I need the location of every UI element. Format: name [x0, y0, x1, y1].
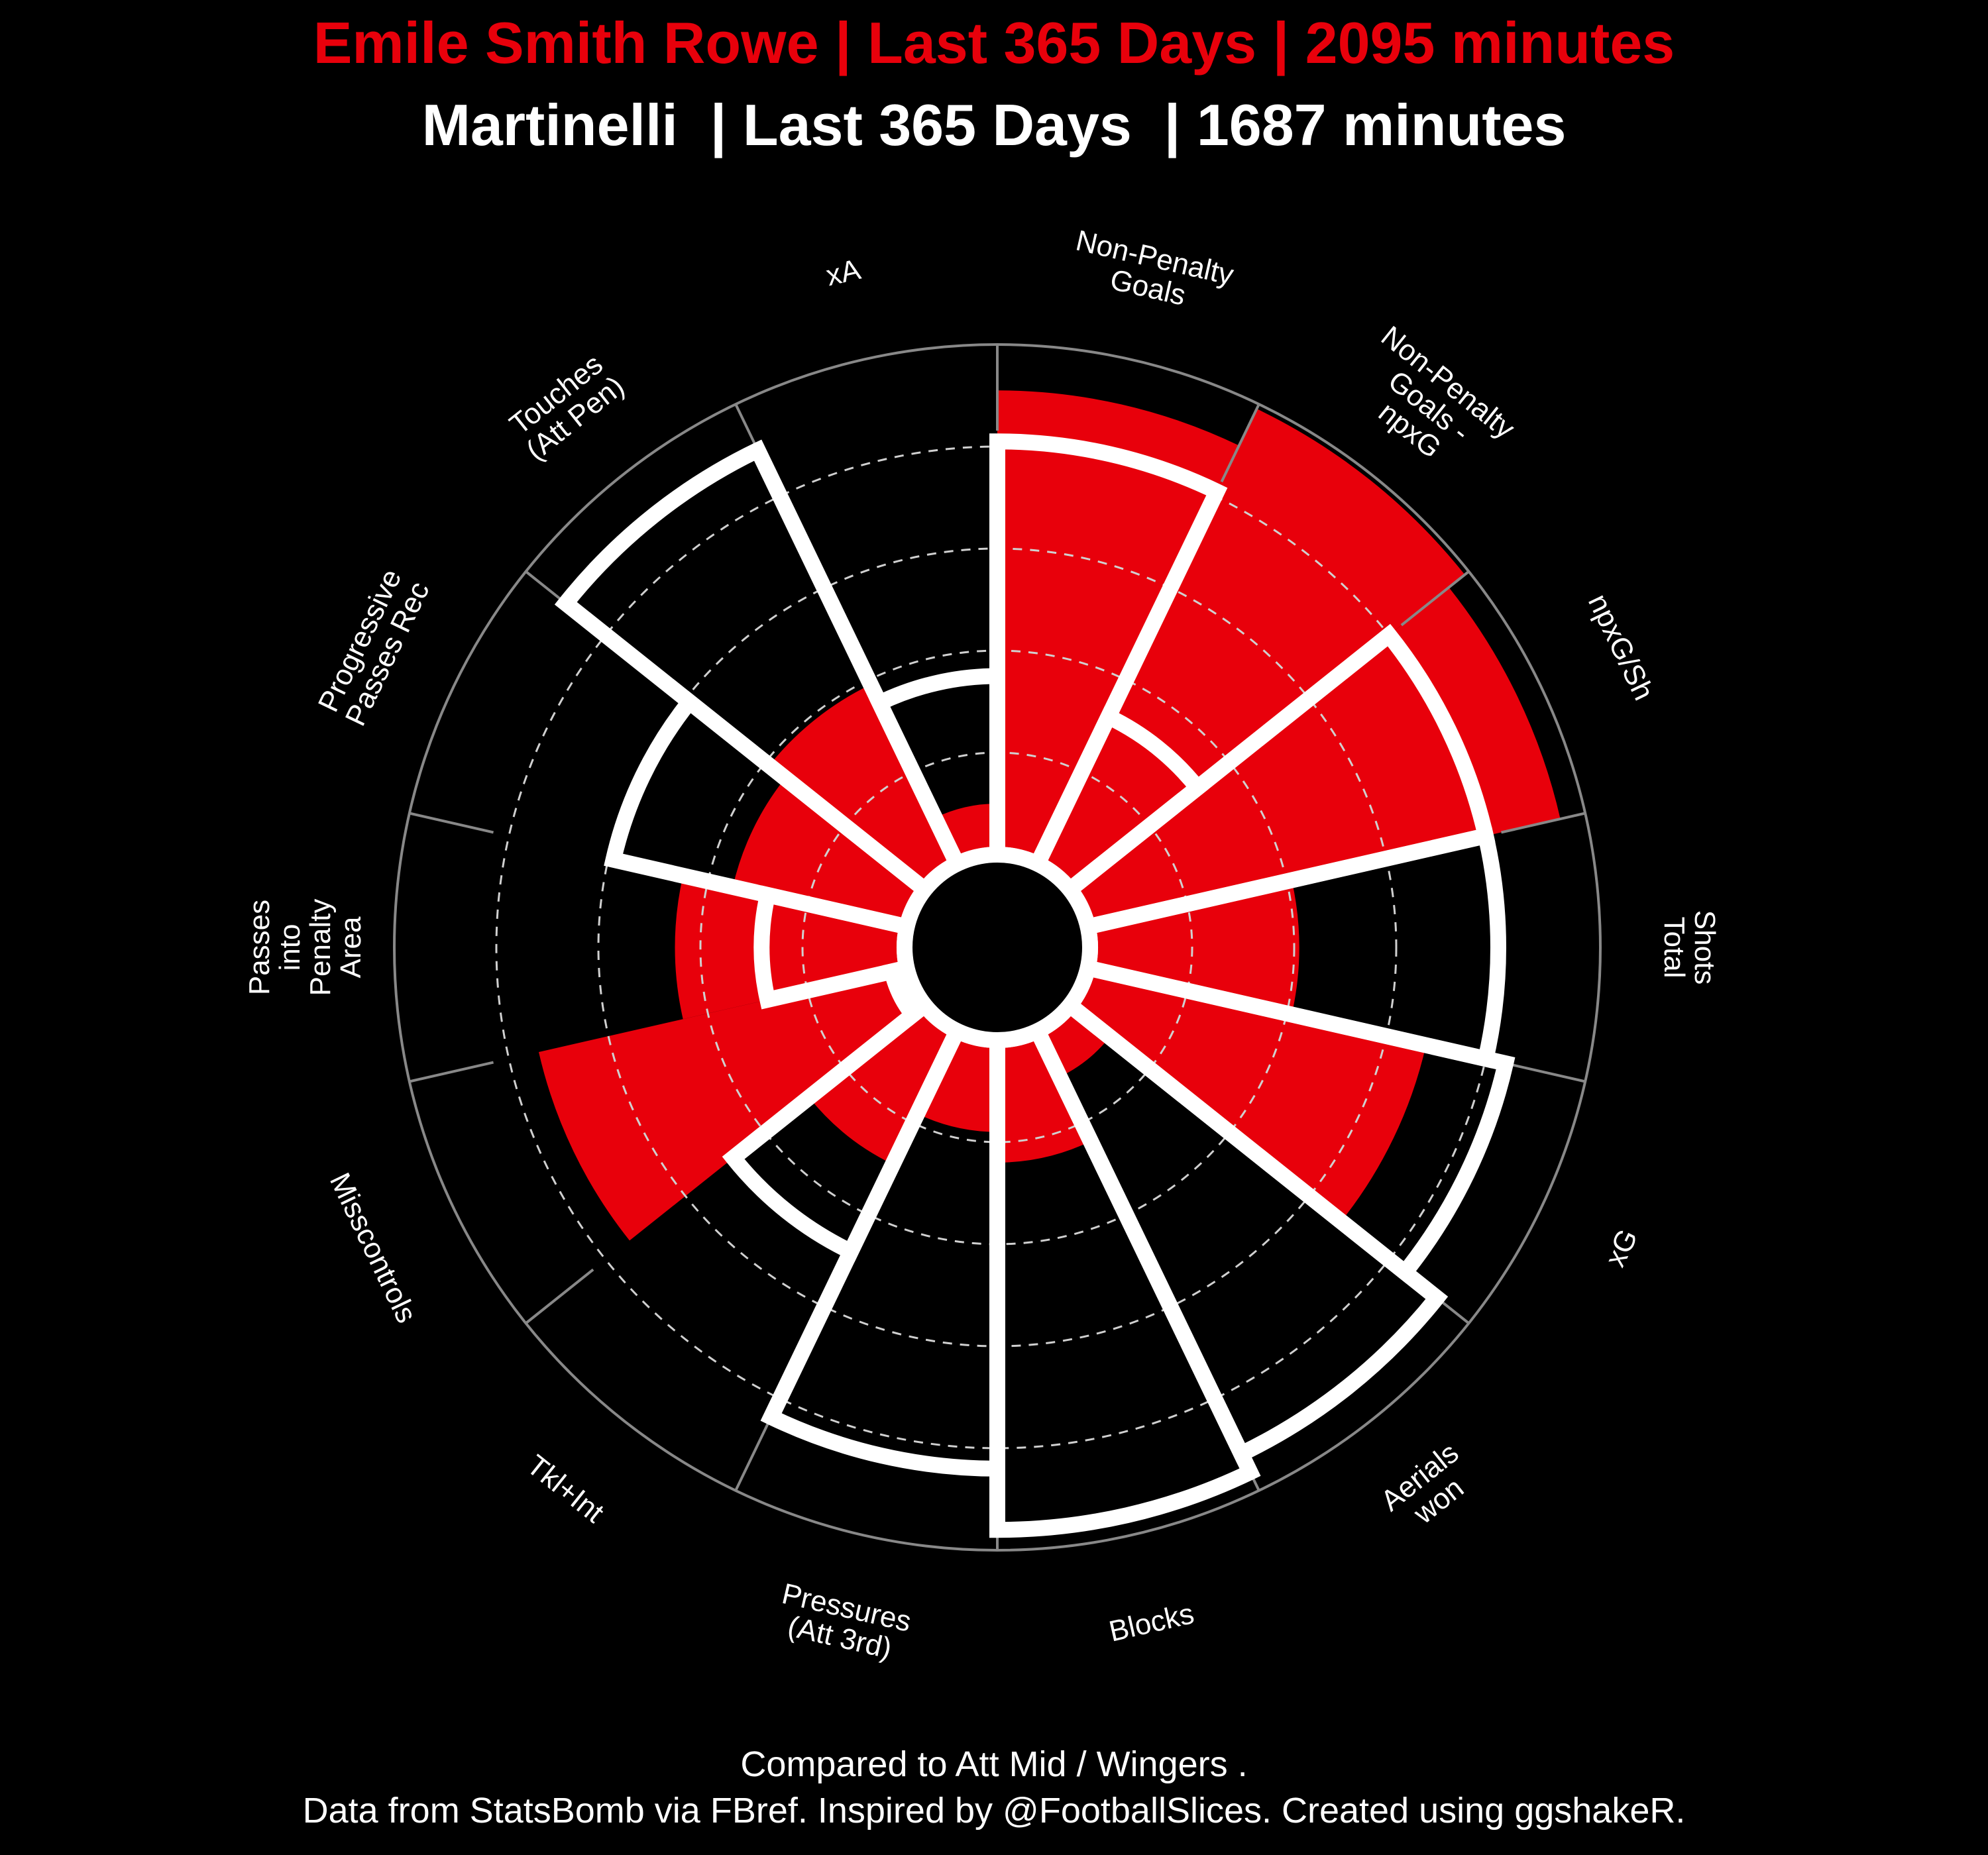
primary-bar-2: [1037, 409, 1465, 890]
grid-spoke-5: [1500, 1061, 1586, 1083]
category-label-9: Tkl+Int: [521, 1449, 610, 1529]
grid-spoke-4: [1500, 812, 1586, 834]
category-label-6: Aerialswon: [1375, 1436, 1484, 1541]
grid-spoke-11: [409, 1061, 494, 1083]
primary-bar-7: [997, 1031, 1091, 1163]
grid-spoke-2: [1220, 403, 1260, 483]
title-primary-player: Emile Smith Rowe | Last 365 Days | 2095 …: [313, 10, 1675, 76]
category-label-line: Misscontrols: [323, 1168, 423, 1328]
primary-series-bars: [538, 390, 1561, 1241]
primary-bar-10: [538, 968, 925, 1241]
primary-bar-9: [808, 1005, 958, 1165]
category-label-4: ShotsTotal: [1658, 910, 1721, 985]
category-label-7: Blocks: [1106, 1597, 1197, 1648]
category-label-line: Shots: [1688, 910, 1721, 985]
category-label-3: npxG/Sh: [1582, 589, 1660, 706]
caption-line-comparison: Compared to Att Mid / Wingers .: [740, 1744, 1248, 1784]
caption-line-credits: Data from StatsBomb via FBref. Inspired …: [302, 1791, 1686, 1830]
category-label-line: npxG/Sh: [1582, 589, 1660, 706]
category-label-8: Pressures(Att 3rd): [772, 1577, 914, 1668]
primary-bar-4: [1087, 880, 1299, 1015]
grid-spoke-12: [409, 812, 494, 834]
primary-bar-13: [769, 684, 958, 890]
category-label-13: Touches(Att Pen): [501, 346, 630, 467]
category-label-line: Area: [335, 916, 367, 978]
primary-bar-1: [997, 390, 1239, 864]
category-label-line: Penalty: [304, 899, 337, 996]
category-label-line: into: [274, 924, 306, 971]
category-label-5: xG: [1599, 1224, 1645, 1272]
grid-spoke-10: [525, 1268, 594, 1324]
caption: Compared to Att Mid / Wingers . Data fro…: [0, 1741, 1988, 1834]
category-label-line: xA: [823, 253, 864, 292]
category-label-14: xA: [823, 253, 864, 292]
category-label-1: Non-PenaltyGoals: [1066, 224, 1237, 321]
title-secondary-player: Martinelli | Last 365 Days | 1687 minute…: [421, 92, 1567, 158]
primary-bar-12: [732, 778, 925, 927]
center-hole: [897, 847, 1098, 1048]
primary-bar-8: [917, 1031, 997, 1132]
category-label-line: Tkl+Int: [521, 1449, 610, 1529]
category-label-line: Passes: [243, 900, 276, 995]
category-label-line: Total: [1658, 917, 1690, 979]
category-label-10: Misscontrols: [323, 1168, 423, 1328]
category-label-line: xG: [1599, 1224, 1645, 1272]
category-label-line: Blocks: [1106, 1597, 1197, 1648]
primary-bar-11: [675, 875, 907, 1020]
category-label-11: PassesintoPenaltyArea: [243, 899, 367, 996]
grid-spoke-3: [1400, 570, 1470, 627]
category-label-2: Non-PenaltyGoals -npxG: [1337, 320, 1521, 493]
grid-spoke-9: [734, 1412, 775, 1491]
category-label-12: ProgressivePasses Rec: [311, 563, 435, 731]
